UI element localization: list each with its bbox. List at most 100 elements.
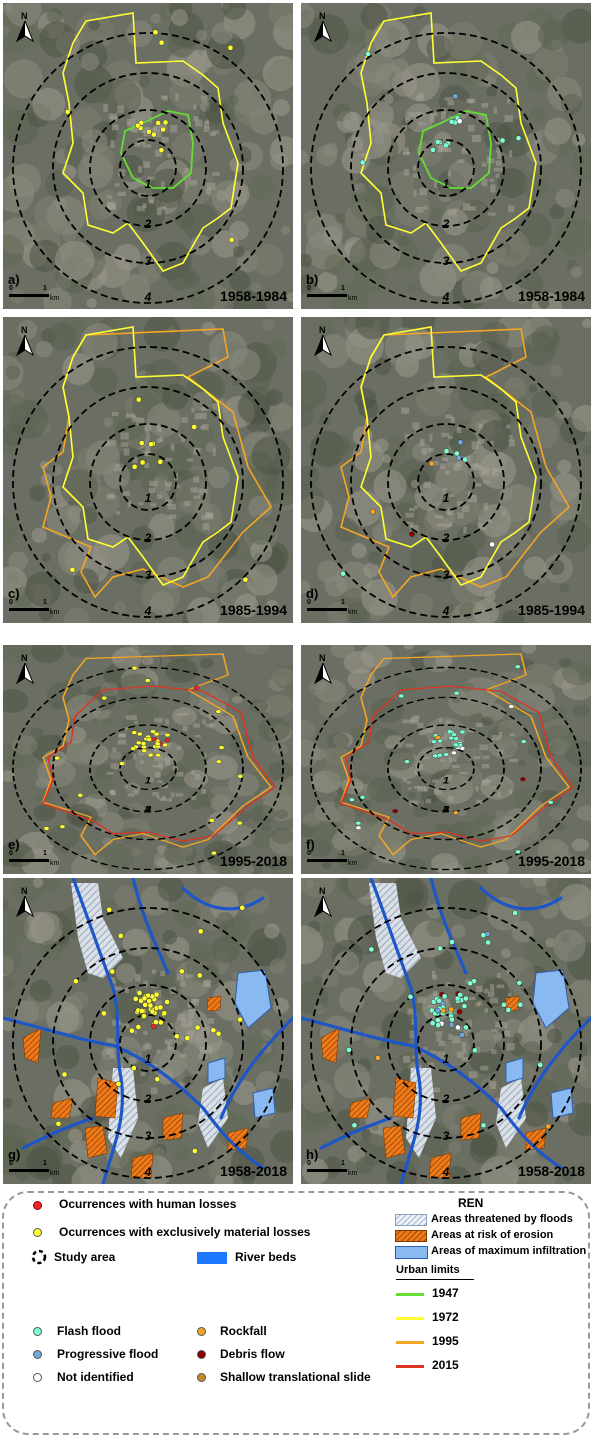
scale-one: 1 bbox=[43, 850, 47, 857]
occurrence-point bbox=[135, 740, 142, 745]
scale-line bbox=[9, 294, 49, 297]
map-panel-g: 1 2 3 4 N 0 1 km g) 1958-2018 bbox=[3, 878, 293, 1184]
occurrence-point bbox=[196, 972, 203, 979]
occurrence-point bbox=[456, 1008, 463, 1015]
north-arrow-icon: N bbox=[15, 325, 35, 357]
ring-label-3: 3 bbox=[443, 805, 450, 815]
line-1995 bbox=[396, 1341, 424, 1344]
scale-unit: km bbox=[348, 609, 358, 616]
occurrence-point bbox=[184, 1035, 191, 1041]
occurrence-point bbox=[73, 978, 79, 985]
occurrence-point bbox=[480, 932, 487, 938]
legend-river-beds: River beds bbox=[235, 1250, 297, 1264]
occurrence-point bbox=[211, 850, 217, 856]
ring-label-4: 4 bbox=[144, 1165, 152, 1179]
occurrence-point bbox=[369, 508, 376, 515]
scale-bar: 0 1 km bbox=[307, 850, 367, 868]
occurrence-point bbox=[144, 678, 151, 683]
occurrence-point bbox=[355, 821, 362, 826]
occurrence-point bbox=[515, 135, 522, 142]
legend-debris-flow: Debris flow bbox=[220, 1347, 285, 1361]
occurrence-point bbox=[158, 147, 165, 154]
occurrence-point bbox=[154, 741, 161, 746]
flash-flood-symbol bbox=[33, 1327, 42, 1336]
erosion-hatch-symbol bbox=[395, 1230, 427, 1242]
occurrence-point bbox=[520, 777, 526, 782]
satellite-map: 1 2 3 4 bbox=[301, 878, 591, 1184]
occurrence-point bbox=[455, 1024, 461, 1031]
occurrence-point bbox=[138, 440, 145, 446]
occurrence-point bbox=[407, 993, 414, 1000]
ring-label-3: 3 bbox=[145, 254, 152, 268]
ring-label-4: 4 bbox=[442, 290, 450, 304]
occurrence-point bbox=[59, 824, 66, 829]
occurrence-point bbox=[150, 729, 156, 734]
occurrence-point bbox=[77, 793, 84, 798]
satellite-map: 1 2 3 4 bbox=[3, 878, 293, 1184]
occurrence-point bbox=[452, 810, 459, 815]
ring-label-1: 1 bbox=[443, 177, 450, 191]
ring-label-2: 2 bbox=[144, 531, 152, 545]
floods-hatch-symbol bbox=[395, 1214, 427, 1226]
scale-line bbox=[9, 859, 49, 862]
occurrence-point bbox=[228, 237, 235, 243]
scale-zero: 0 bbox=[9, 285, 13, 292]
ring-label-2: 2 bbox=[144, 805, 152, 815]
panel-label: e) bbox=[8, 837, 20, 852]
occurrence-point bbox=[452, 742, 459, 747]
period-label: 1958-2018 bbox=[220, 1163, 287, 1179]
study-area-icon bbox=[31, 1249, 47, 1265]
occurrence-point bbox=[193, 685, 200, 690]
occurrence-point bbox=[430, 147, 436, 153]
occurrence-point bbox=[155, 120, 162, 126]
occurrence-point bbox=[505, 1007, 512, 1013]
shallow-slide-symbol bbox=[197, 1373, 206, 1382]
occurrence-point bbox=[472, 1047, 478, 1054]
scale-line bbox=[9, 608, 49, 611]
ring-label-2: 2 bbox=[442, 217, 450, 231]
occurrence-point bbox=[43, 826, 50, 831]
occurrence-point bbox=[435, 1022, 442, 1028]
scale-zero: 0 bbox=[307, 850, 311, 857]
legend-ren-title: REN bbox=[458, 1196, 484, 1210]
occurrence-point bbox=[135, 122, 141, 129]
not-identified-symbol bbox=[33, 1373, 42, 1382]
occurrence-point bbox=[349, 797, 355, 802]
occurrence-point bbox=[456, 118, 463, 125]
occurrence-point bbox=[179, 968, 185, 975]
ring-label-4: 4 bbox=[144, 604, 152, 618]
occurrence-point bbox=[434, 139, 441, 145]
occurrence-point bbox=[210, 1027, 217, 1034]
occurrence-point bbox=[197, 928, 204, 935]
debris-flow-symbol bbox=[197, 1350, 206, 1359]
north-label: N bbox=[319, 11, 326, 21]
occurrence-point bbox=[365, 50, 371, 57]
occurrence-point bbox=[441, 993, 448, 1000]
material-losses-symbol bbox=[33, 1228, 42, 1237]
ring-label-2: 2 bbox=[442, 805, 450, 815]
occurrence-point bbox=[242, 576, 249, 583]
occurrence-point bbox=[64, 109, 71, 115]
scale-bar: 0 1 km bbox=[307, 285, 367, 303]
occurrence-point bbox=[404, 759, 410, 764]
scale-unit: km bbox=[50, 1170, 60, 1177]
occurrence-point bbox=[132, 996, 139, 1002]
occurrence-point bbox=[153, 991, 160, 998]
occurrence-point bbox=[355, 825, 362, 830]
occurrence-point bbox=[436, 997, 442, 1004]
occurrence-point bbox=[129, 1027, 135, 1034]
occurrence-point bbox=[453, 736, 459, 741]
scale-unit: km bbox=[348, 295, 358, 302]
scale-zero: 0 bbox=[307, 285, 311, 292]
map-panel-e: 1 2 3 4 N 0 1 km e) 1995-2018 bbox=[3, 645, 293, 874]
occurrence-point bbox=[69, 566, 76, 573]
occurrence-point bbox=[157, 1004, 164, 1011]
ring-label-1: 1 bbox=[443, 1052, 450, 1066]
occurrence-point bbox=[237, 1016, 243, 1023]
scale-one: 1 bbox=[341, 285, 345, 292]
legend-ren-infiltration: Areas of maximum infiltration bbox=[431, 1245, 587, 1257]
occurrence-point bbox=[155, 753, 161, 758]
map-panel-h: 1 2 3 4 N 0 1 km h) 1958-2018 bbox=[301, 878, 591, 1184]
occurrence-point bbox=[215, 709, 222, 714]
occurrence-point bbox=[449, 1016, 455, 1023]
